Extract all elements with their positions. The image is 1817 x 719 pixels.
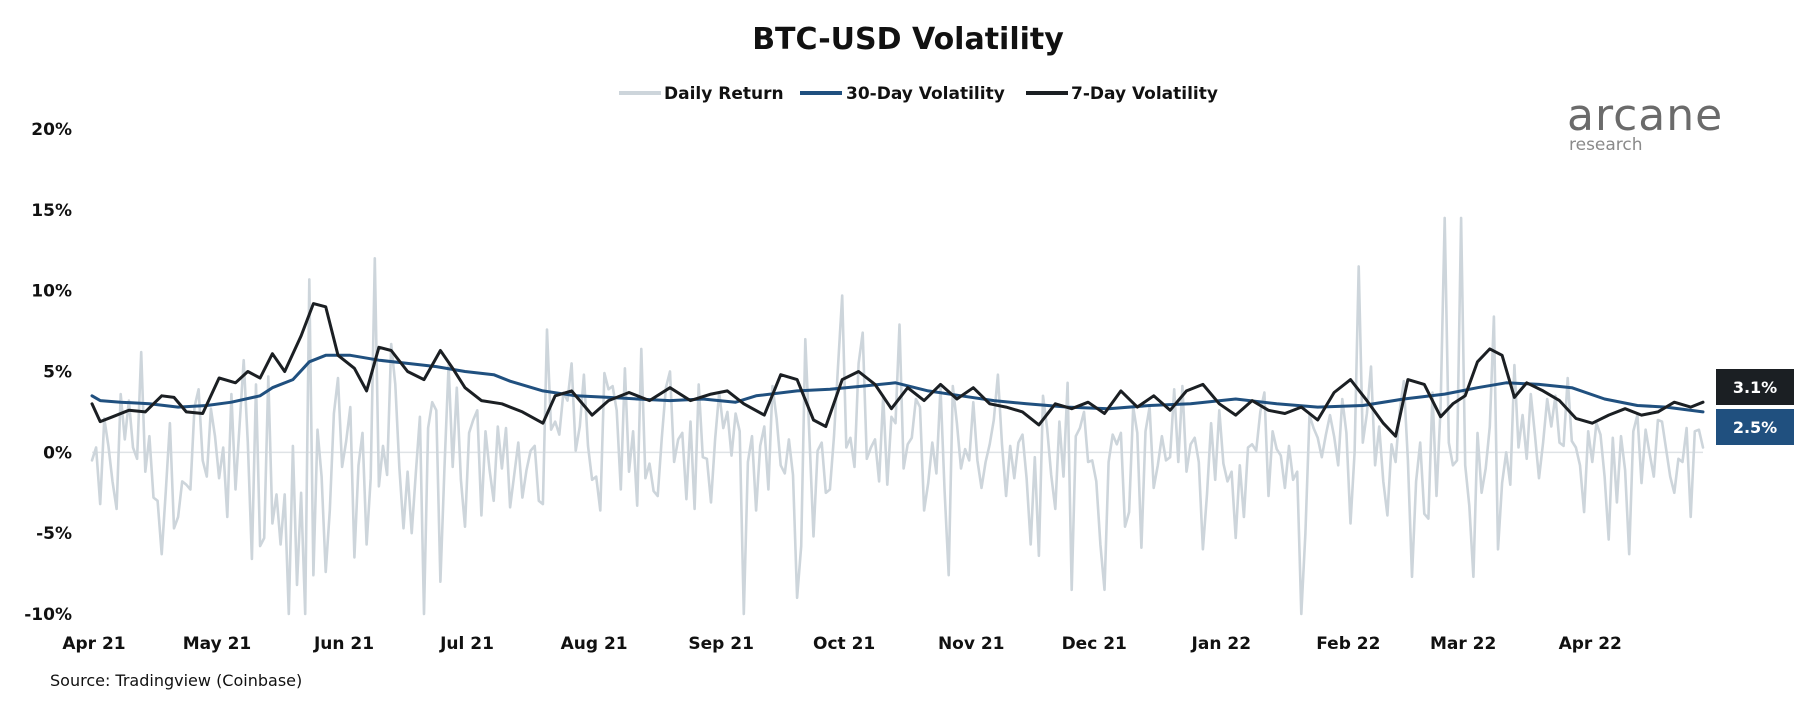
end-label-badge-30-day-volatility (1716, 409, 1794, 445)
legend-label-daily-return: Daily Return (664, 84, 784, 104)
end-value-labels: 3.1% 2.5% (1716, 369, 1794, 445)
x-tick-label: Jul 21 (439, 634, 494, 654)
series-line-7-day-volatility (90, 302, 1705, 438)
y-tick-label: 15% (31, 201, 72, 221)
plot-area (90, 216, 1705, 616)
series-line-30-day-volatility (90, 353, 1705, 414)
y-tick-label: -10% (24, 605, 72, 625)
x-axis: Apr 21 May 21 Jun 21 Jul 21 Aug 21 Sep 21 Oct … (62, 634, 1622, 654)
x-tick-label: Jun 21 (313, 634, 374, 654)
x-tick-label: Jan 22 (1191, 634, 1251, 654)
x-tick-label: Dec 21 (1062, 634, 1127, 654)
legend: Daily Return 30-Day Volatility 7-Day Vol… (619, 84, 1218, 104)
x-tick-label: Feb 22 (1316, 634, 1380, 654)
y-tick-label: 5% (43, 363, 72, 383)
logo-wordmark: arcane (1567, 90, 1723, 141)
arcane-logo: arcane research (1567, 90, 1723, 155)
x-tick-label: Nov 21 (938, 634, 1005, 654)
y-tick-label: -5% (36, 524, 72, 544)
end-label-text-7-day-volatility: 3.1% (1733, 378, 1777, 397)
x-tick-label: Apr 21 (62, 634, 125, 654)
x-tick-label: May 21 (183, 634, 252, 654)
x-tick-label: Sep 21 (688, 634, 754, 654)
y-tick-label: 20% (31, 120, 72, 140)
x-tick-label: Apr 22 (1559, 634, 1622, 654)
series-line-daily-return (90, 216, 1705, 616)
x-tick-label: Mar 22 (1430, 634, 1496, 654)
x-tick-label: Aug 21 (561, 634, 628, 654)
y-axis: 20% 15% 10% 5% 0% -5% -10% (24, 120, 1703, 625)
chart-title: BTC-USD Volatility (752, 22, 1064, 57)
x-tick-label: Oct 21 (813, 634, 875, 654)
y-tick-label: 10% (31, 282, 72, 302)
end-label-text-30-day-volatility: 2.5% (1733, 418, 1777, 437)
y-tick-label: 0% (43, 443, 72, 463)
legend-label-7-day-volatility: 7-Day Volatility (1071, 84, 1218, 104)
source-note: Source: Tradingview (Coinbase) (50, 671, 302, 690)
logo-subtitle: research (1569, 135, 1643, 155)
end-label-badge-7-day-volatility (1716, 369, 1794, 405)
legend-label-30-day-volatility: 30-Day Volatility (846, 84, 1005, 104)
